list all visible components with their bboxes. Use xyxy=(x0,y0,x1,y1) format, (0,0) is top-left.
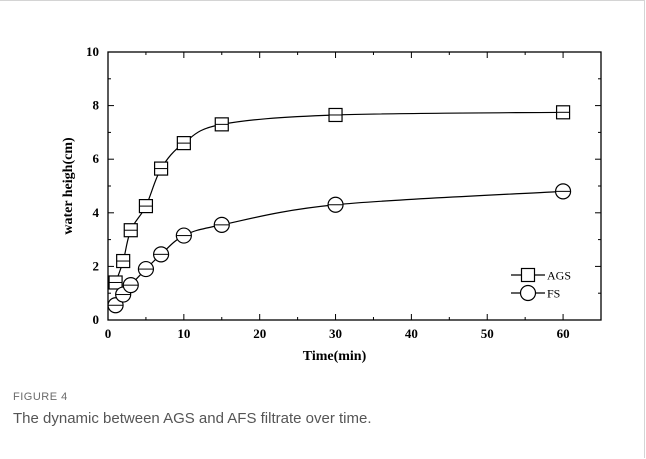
y-tick-label: 8 xyxy=(93,98,100,113)
y-tick-label: 0 xyxy=(93,312,100,327)
x-tick-label: 60 xyxy=(557,326,570,341)
legend-marker xyxy=(520,267,536,283)
legend-marker xyxy=(519,284,537,302)
y-axis-label: water heigh(cm) xyxy=(61,137,76,235)
y-axis-ticks: 0 2 4 6 8 10 xyxy=(86,44,601,327)
figure-caption: The dynamic between AGS and AFS filtrate… xyxy=(13,410,372,427)
y-tick-label: 2 xyxy=(93,258,100,273)
x-tick-label: 40 xyxy=(405,326,418,341)
chart: 0 10 20 30 40 50 60 0 2 4 6 8 10 AGS FS Time(min) wa… xyxy=(61,44,602,364)
legend-label: AGS xyxy=(547,269,571,283)
y-tick-label: 4 xyxy=(93,205,100,220)
x-tick-label: 30 xyxy=(329,326,342,341)
chart-legend: AGS FS xyxy=(511,267,571,302)
legend-label: FS xyxy=(547,287,560,301)
series-fs xyxy=(107,183,572,314)
x-axis-label: Time(min) xyxy=(303,349,367,364)
chart-series xyxy=(107,105,572,314)
legend-item-ags: AGS xyxy=(511,267,571,283)
x-tick-label: 0 xyxy=(105,326,112,341)
x-tick-label: 10 xyxy=(177,326,190,341)
x-tick-label: 20 xyxy=(253,326,266,341)
series-line-ags xyxy=(115,111,564,283)
x-tick-label: 50 xyxy=(481,326,494,341)
legend-item-fs: FS xyxy=(511,284,560,302)
y-tick-label: 6 xyxy=(93,151,100,166)
figure-label: FIGURE 4 xyxy=(13,391,68,403)
series-ags xyxy=(108,105,571,290)
x-axis-ticks: 0 10 20 30 40 50 60 xyxy=(105,52,602,341)
y-tick-label: 10 xyxy=(86,44,99,59)
